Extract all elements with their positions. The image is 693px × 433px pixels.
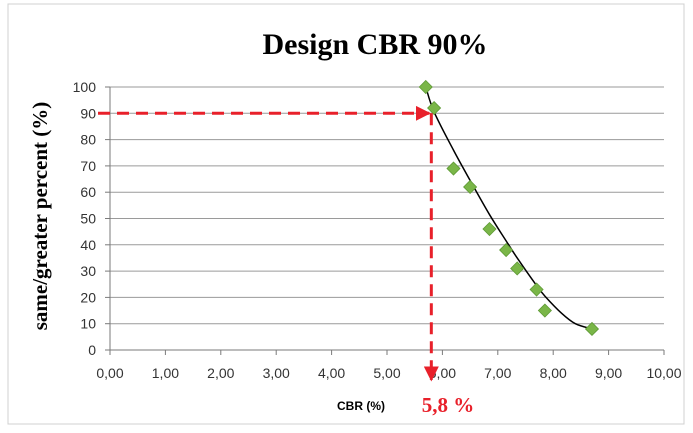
data-point	[499, 242, 514, 258]
annotation-layer	[98, 105, 439, 382]
y-tick-label: 100	[73, 79, 97, 95]
chart-title: Design CBR 90%	[262, 28, 487, 61]
data-point	[537, 303, 552, 318]
chart-frame	[7, 3, 685, 425]
data-point	[418, 79, 433, 95]
y-tick-label: 60	[80, 184, 96, 200]
x-tick-label: 10,00	[646, 365, 681, 381]
x-tick-label: 2,00	[207, 365, 234, 381]
y-tick-label: 40	[80, 237, 96, 253]
x-tick-label: 3,00	[263, 365, 290, 381]
x-tick-label: 4,00	[318, 365, 345, 381]
annotation-label: 5,8 %	[422, 393, 475, 417]
y-axis-label: same/greater percent (%)	[28, 102, 52, 331]
x-tick-label: 9,00	[595, 365, 622, 381]
data-point	[584, 321, 600, 337]
y-tick-label: 70	[80, 158, 96, 174]
x-tick-label: 7,00	[484, 365, 511, 381]
x-tick-label: 8,00	[540, 365, 567, 381]
x-tick-label: 0,00	[96, 365, 123, 381]
y-tick-label: 0	[88, 342, 96, 358]
x-tick-label: 6,00	[429, 365, 456, 381]
data-point	[529, 282, 544, 297]
y-tick-label: 80	[80, 132, 96, 148]
data-point	[510, 261, 525, 276]
y-tick-label: 90	[80, 105, 96, 121]
y-tick-labels: 0 10 20 30 40 50 60 70 80 90 100	[73, 79, 97, 358]
data-points	[418, 79, 600, 337]
y-tick-label: 10	[80, 316, 96, 332]
data-point	[463, 179, 478, 195]
x-tick-label: 1,00	[152, 365, 179, 381]
axes	[105, 86, 665, 355]
x-tick-labels: 0,00 1,00 2,00 3,00 4,00 5,00 6,00 7,00 8,00 9,00…	[96, 365, 681, 381]
y-tick-label: 30	[80, 263, 96, 279]
x-axis-label: CBR (%)	[337, 399, 385, 413]
y-tick-label: 20	[80, 289, 96, 305]
x-tick-label: 5,00	[373, 365, 400, 381]
data-point	[482, 221, 497, 237]
data-point	[446, 161, 461, 176]
y-tick-label: 50	[80, 211, 96, 227]
